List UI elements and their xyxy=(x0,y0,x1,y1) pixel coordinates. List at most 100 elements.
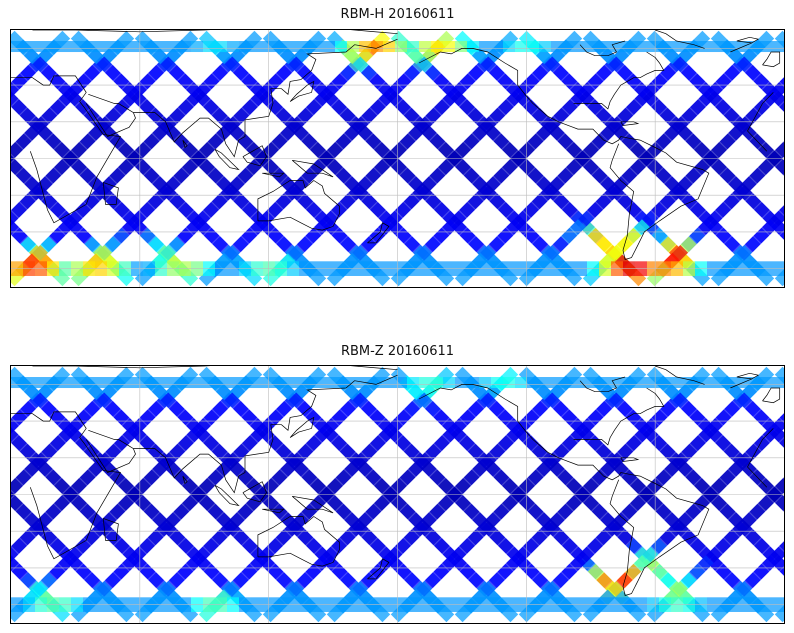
coastline-path xyxy=(214,148,240,171)
band-cell xyxy=(599,41,611,53)
band-cell xyxy=(71,377,83,389)
band-cell xyxy=(707,377,719,389)
swath-segment xyxy=(774,605,784,623)
band-cell xyxy=(191,41,203,53)
band-cell xyxy=(11,377,23,389)
band-cell xyxy=(767,377,779,389)
band-cell xyxy=(491,41,503,53)
band-cell xyxy=(587,377,599,389)
band-cell xyxy=(107,377,119,389)
band-cell xyxy=(575,377,587,389)
gridlines xyxy=(11,366,784,623)
band-cell xyxy=(527,41,539,53)
band-cell xyxy=(443,41,455,53)
band-cell xyxy=(371,41,383,53)
band-cell xyxy=(143,41,155,53)
band-cell xyxy=(455,377,467,389)
band-cell xyxy=(131,41,143,53)
band-cell xyxy=(323,377,335,389)
band-cell xyxy=(539,41,551,53)
swath-segment xyxy=(774,269,784,287)
band-cell xyxy=(311,377,323,389)
coastline-path xyxy=(620,457,640,462)
band-cell xyxy=(287,377,299,389)
band-cell xyxy=(779,377,784,389)
band-cell xyxy=(23,377,35,389)
band-cell xyxy=(407,377,419,389)
band-cell xyxy=(443,377,455,389)
band-cell xyxy=(503,377,515,389)
coastline-path xyxy=(579,376,626,393)
band-cell xyxy=(551,377,563,389)
coastlines xyxy=(11,30,781,260)
band-cell xyxy=(599,377,611,389)
band-cell xyxy=(251,41,263,53)
band-cell xyxy=(155,41,167,53)
coastline-path xyxy=(262,172,285,178)
panel-title-rbm-z: RBM-Z 20160611 xyxy=(340,344,455,359)
band-cell xyxy=(767,41,779,53)
band-cell xyxy=(203,377,215,389)
coastline-path xyxy=(418,384,710,596)
band-cell xyxy=(95,377,107,389)
band-cell xyxy=(239,41,251,53)
band-cell xyxy=(191,377,203,389)
band-cell xyxy=(59,41,71,53)
band-cell xyxy=(467,377,479,389)
coastline-path xyxy=(418,48,710,260)
coastline-path xyxy=(289,80,315,102)
swath-segment xyxy=(774,366,784,384)
band-cell xyxy=(587,41,599,53)
band-cell xyxy=(755,377,767,389)
band-cell xyxy=(383,41,395,53)
band-cell xyxy=(299,41,311,53)
coastline-path xyxy=(292,159,334,178)
band-cell xyxy=(623,377,635,389)
coastline-path xyxy=(214,484,240,507)
band-cell xyxy=(47,377,59,389)
band-cell xyxy=(215,41,227,53)
band-cell xyxy=(419,41,431,53)
band-cell xyxy=(131,377,143,389)
band-cell xyxy=(647,377,659,389)
band-cell xyxy=(23,41,35,53)
band-cell xyxy=(479,377,491,389)
band-cell xyxy=(479,41,491,53)
band-cell xyxy=(647,41,659,53)
band-cell xyxy=(347,377,359,389)
band-cell xyxy=(515,41,527,53)
band-cell xyxy=(635,41,647,53)
map-rbm-z xyxy=(10,365,785,624)
band-cell xyxy=(527,377,539,389)
band-cell xyxy=(719,377,731,389)
band-cell xyxy=(395,377,407,389)
band-cell xyxy=(671,41,683,53)
band-cell xyxy=(179,41,191,53)
band-cell xyxy=(203,41,215,53)
panel-title-rbm-h: RBM-H 20160611 xyxy=(340,7,455,22)
band-cell xyxy=(779,41,784,53)
coastline-path xyxy=(11,75,774,224)
band-cell xyxy=(83,377,95,389)
band-cell xyxy=(755,41,767,53)
band-cell xyxy=(83,41,95,53)
swath-segment xyxy=(770,90,784,112)
swath-segment xyxy=(11,478,23,498)
band-cell xyxy=(143,377,155,389)
band-cell xyxy=(323,41,335,53)
coastline-path xyxy=(762,51,781,68)
band-cell xyxy=(263,41,275,53)
coastline-path xyxy=(242,481,267,503)
coastline-path xyxy=(257,516,340,567)
map-canvas-rbm-h xyxy=(11,30,784,287)
band-cell xyxy=(11,41,23,53)
band-cell xyxy=(395,41,407,53)
map-canvas-rbm-z xyxy=(11,366,784,623)
band-cell xyxy=(671,377,683,389)
band-cell xyxy=(563,377,575,389)
coastline-path xyxy=(289,416,315,438)
band-cell xyxy=(515,377,527,389)
band-cell xyxy=(635,377,647,389)
band-cell xyxy=(335,377,347,389)
coastline-path xyxy=(32,366,752,389)
